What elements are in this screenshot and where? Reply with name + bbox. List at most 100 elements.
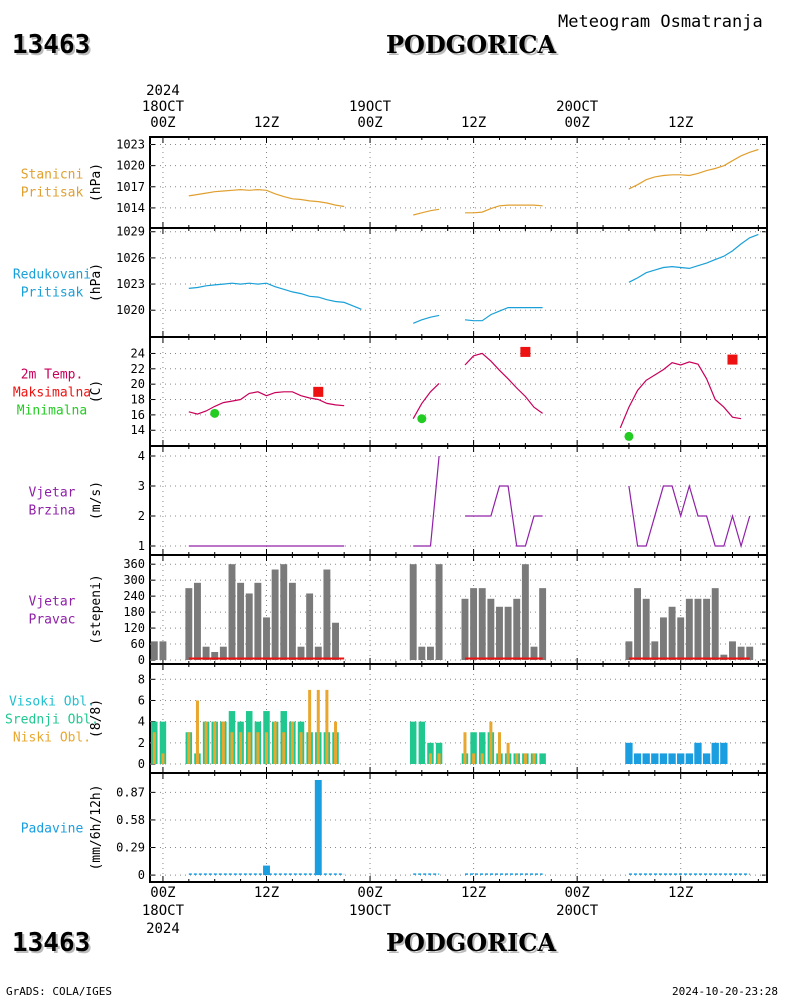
panel-label: Pritisak [21, 186, 84, 201]
panel-label: Visoki Obl. [9, 695, 95, 710]
bar-mark [211, 652, 219, 660]
bar-mark [625, 641, 633, 660]
y-tick-label: 240 [123, 589, 145, 603]
low-cloud-bar [523, 753, 527, 764]
bar-mark [409, 564, 417, 660]
series-line [628, 148, 759, 190]
bar-mark [470, 588, 478, 660]
y-tick-label: 3 [138, 479, 145, 493]
y-tick-label: 60 [131, 637, 145, 651]
meteogram-subtitle: Meteogram Osmatranja [558, 12, 763, 32]
bar-mark [280, 564, 288, 660]
panel-label: Pritisak [21, 286, 84, 301]
y-tick-label: 4 [138, 449, 145, 463]
y-tick-label: 1 [138, 539, 145, 553]
bar-mark [737, 646, 745, 660]
bar-mark [306, 593, 314, 660]
y-tick-label: 20 [131, 377, 145, 391]
y-tick-label: 0.29 [116, 841, 145, 855]
bottom-time-label: 12Z [461, 885, 486, 901]
bar-mark [263, 617, 270, 660]
y-axis-label: (hPa) [89, 163, 104, 202]
y-tick-label: 1017 [116, 180, 145, 194]
low-cloud-bar [489, 721, 493, 764]
bar-mark [539, 588, 547, 660]
bar-mark [487, 598, 495, 660]
bar-mark [642, 598, 650, 660]
city-title-bottom: PODGORICA [386, 928, 557, 957]
bar-mark [634, 588, 642, 660]
series-line [413, 208, 440, 216]
low-cloud-bar [273, 721, 277, 764]
station-id-bottom: 13463 [12, 928, 91, 958]
low-cloud-bar [290, 721, 294, 764]
panel-label: Minimalna [17, 404, 87, 419]
bar-mark [720, 654, 728, 660]
bar-mark [245, 593, 253, 660]
city-title-top: PODGORICA [386, 30, 557, 59]
y-tick-label: 22 [131, 362, 145, 376]
top-time-label: 00Z [565, 115, 590, 131]
bar-mark [427, 646, 434, 660]
panel-frame [149, 227, 768, 338]
panel-precip: 0 0.29 0.58 0.87 (mm/6h/12h) Padavine [21, 772, 768, 883]
bar-mark [521, 564, 529, 660]
bar-mark [185, 588, 193, 660]
y-tick-label: 1023 [116, 138, 145, 152]
bar-mark [150, 641, 158, 660]
y-tick-label: 14 [131, 423, 145, 437]
series-line [188, 188, 345, 208]
y-tick-label: 360 [123, 557, 145, 571]
bar-mark [461, 598, 469, 660]
bar-mark [323, 569, 331, 660]
low-cloud-bar [316, 689, 320, 764]
panel-label: Pravac [29, 613, 76, 628]
y-axis-label: (8/8) [89, 699, 104, 738]
bar-mark [729, 641, 736, 660]
bar-mark [711, 588, 719, 660]
tmin-marker [417, 414, 427, 424]
y-tick-label: 18 [131, 393, 145, 407]
panel-label: Vjetar [29, 486, 76, 501]
low-cloud-bar [308, 689, 312, 764]
series-line [464, 352, 543, 414]
footer-timestamp: 2024-10-20-23:28 [672, 985, 778, 998]
low-cloud-bar [325, 689, 329, 764]
bottom-time-label: 00Z [565, 885, 590, 901]
mid-cloud-bar [409, 721, 417, 764]
bottom-time-label: 00Z [150, 885, 175, 901]
bar-mark [288, 582, 296, 660]
mid-cloud-bar [418, 721, 426, 764]
bar-mark [254, 582, 262, 660]
top-time-label: 19OCT [349, 99, 392, 115]
series-line [628, 483, 751, 549]
panel-reduced_pressure: 1020 1023 1026 1029 (hPa)Redukovani Pritisak [13, 225, 768, 338]
top-time-label: 00Z [357, 115, 382, 131]
top-time-label: 12Z [254, 115, 279, 131]
y-tick-label: 6 [138, 693, 145, 707]
series-line [412, 314, 440, 324]
high-cloud-bar [720, 742, 728, 764]
bar-mark [659, 617, 667, 660]
bar-mark [677, 617, 685, 660]
high-cloud-bar [702, 753, 711, 764]
panel-frame [149, 445, 768, 556]
low-cloud-bar [221, 721, 225, 764]
y-axis-label: (stepeni) [89, 574, 104, 644]
low-cloud-bar [532, 753, 536, 764]
low-cloud-bar [472, 753, 476, 764]
bar-mark [703, 598, 711, 660]
bar-mark [530, 646, 538, 660]
mid-cloud-bar [539, 753, 546, 764]
bar-mark [496, 606, 503, 660]
top-time-label: 2024 [146, 83, 180, 99]
low-cloud-bar [264, 732, 269, 764]
bar-mark [314, 780, 322, 876]
bar-mark [237, 582, 245, 660]
y-tick-label: 24 [131, 346, 145, 360]
series-line [465, 485, 543, 547]
y-axis-label: (mm/6h/12h) [89, 784, 104, 870]
high-cloud-bar [668, 753, 676, 764]
y-tick-label: 0.58 [116, 813, 145, 827]
bottom-time-label: 12Z [254, 885, 279, 901]
